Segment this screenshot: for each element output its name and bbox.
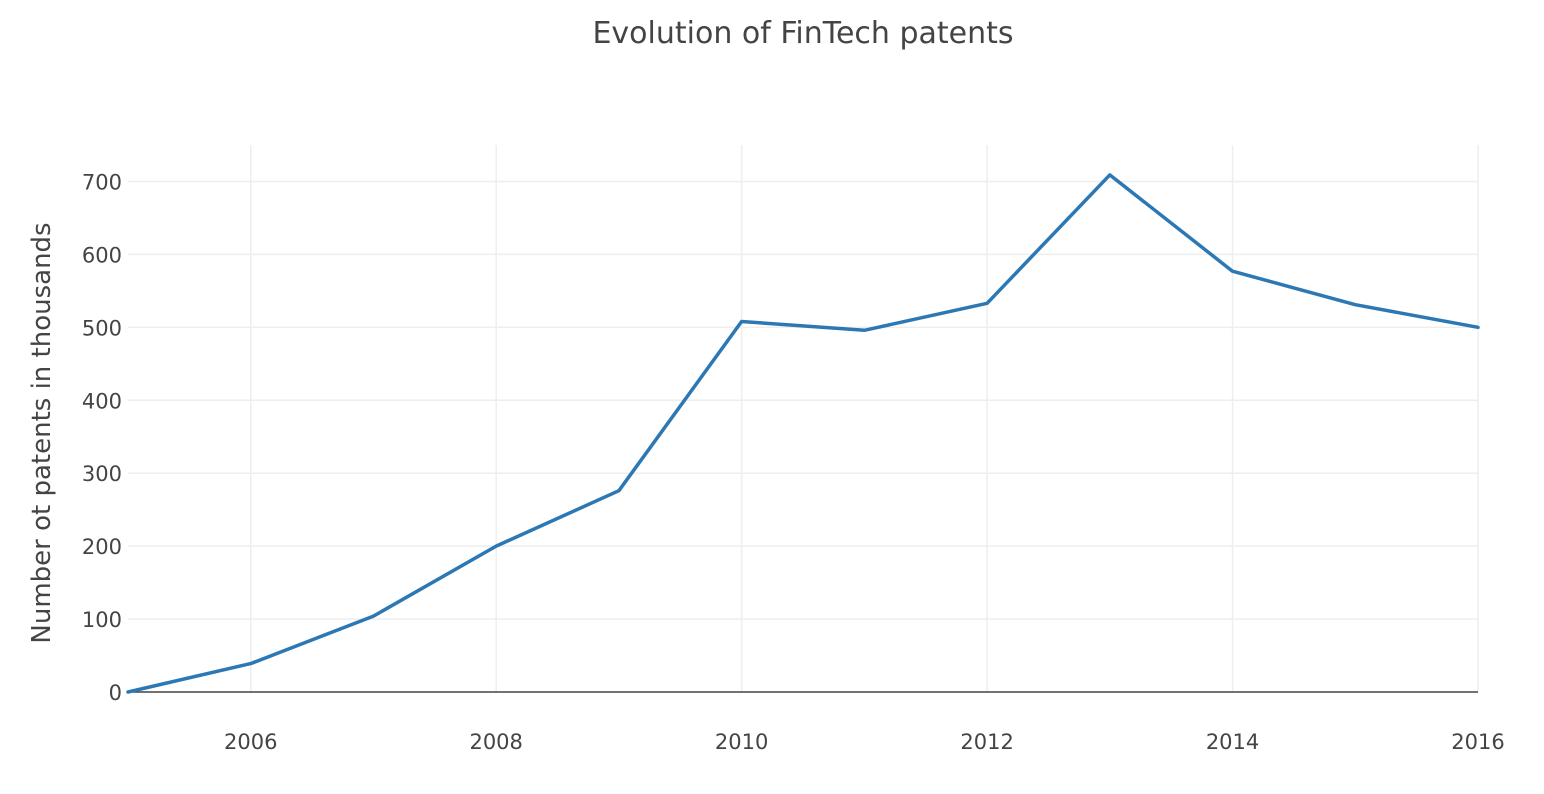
y-tick-label: 300	[82, 462, 122, 486]
axes: 2006 2008 2010 2012 2014 2016 0 100 200 300 400 500…	[82, 170, 1505, 754]
y-tick-label: 500	[82, 316, 122, 340]
x-tick-label: 2014	[1206, 730, 1259, 754]
y-axis-title: Number ot patents in thousands	[27, 222, 57, 643]
data-point	[1353, 303, 1357, 307]
x-tick-label: 2016	[1451, 730, 1504, 754]
data-point	[249, 662, 253, 666]
data-point	[1476, 325, 1480, 329]
y-tick-label: 0	[109, 681, 122, 705]
y-tick-label: 200	[82, 535, 122, 559]
data-point	[985, 301, 989, 305]
y-tick-label: 700	[82, 170, 122, 194]
data-point	[372, 614, 376, 618]
y-tick-label: 100	[82, 608, 122, 632]
data-point	[1231, 269, 1235, 273]
y-tick-label: 600	[82, 243, 122, 267]
data-point	[494, 544, 498, 548]
chart-title: Evolution of FinTech patents	[592, 16, 1013, 51]
data-point	[740, 320, 744, 324]
series-layer	[126, 173, 1480, 694]
x-tick-label: 2012	[960, 730, 1013, 754]
data-point	[617, 489, 621, 493]
gridlines	[128, 145, 1479, 692]
series-line	[126, 173, 1480, 694]
x-tick-label: 2006	[224, 730, 277, 754]
x-tick-label: 2008	[469, 730, 522, 754]
x-tick-label: 2010	[715, 730, 768, 754]
y-tick-label: 400	[82, 389, 122, 413]
data-point	[1108, 173, 1112, 177]
data-point	[126, 690, 130, 694]
data-point	[862, 328, 866, 332]
